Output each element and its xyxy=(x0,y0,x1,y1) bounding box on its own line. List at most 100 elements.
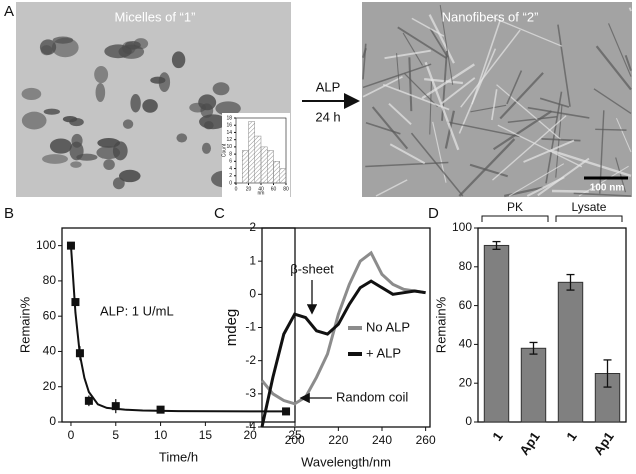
panel-label: A xyxy=(4,3,14,20)
fiber xyxy=(607,23,632,77)
arrow-label: 24 h xyxy=(315,109,340,124)
fiber xyxy=(362,63,432,89)
fiber xyxy=(491,89,498,121)
micelle xyxy=(69,141,84,161)
fiber xyxy=(397,26,448,60)
micelle xyxy=(104,44,132,59)
fiber xyxy=(497,124,583,168)
micelle xyxy=(42,154,68,164)
micelle xyxy=(62,116,78,123)
micelle xyxy=(198,94,217,111)
fiber xyxy=(595,128,627,131)
x-tick-label: 260 xyxy=(416,433,436,447)
data-point xyxy=(282,407,291,416)
scale-label: 100 nm xyxy=(590,183,625,194)
micelle xyxy=(150,76,166,84)
histogram-bar xyxy=(260,146,268,184)
bar xyxy=(520,347,547,423)
group-bracket xyxy=(481,215,549,222)
fiber xyxy=(539,97,570,108)
micelle xyxy=(94,66,109,84)
x-tick-label: Ap1 xyxy=(516,429,542,458)
x-tick-label: 220 xyxy=(328,433,348,447)
micelle xyxy=(176,133,188,143)
fiber xyxy=(441,77,476,105)
y-tick-label: 60 xyxy=(459,298,473,312)
y-tick-label: 2 xyxy=(249,220,256,234)
x-tick-label: 200 xyxy=(285,433,305,447)
fiber xyxy=(492,110,553,151)
y-tick-label: -3 xyxy=(245,386,256,400)
fiber xyxy=(470,104,507,113)
panel-a: A Micelles of “1” ALP 24 h Nanofibers of… xyxy=(4,2,632,198)
fiber xyxy=(492,115,567,181)
x-tick-label: 20 xyxy=(246,186,252,192)
x-tick-label: 60 xyxy=(271,186,277,192)
histogram-bar xyxy=(267,150,274,184)
y-axis-label: Remain% xyxy=(17,296,32,353)
nanofibers xyxy=(362,4,632,198)
fiber xyxy=(428,14,455,64)
fiber xyxy=(471,19,502,105)
y-tick-label: 8 xyxy=(229,151,232,157)
fiber xyxy=(362,47,367,58)
fiber xyxy=(541,137,581,142)
fiber xyxy=(458,138,516,197)
y-tick-label: 0 xyxy=(49,414,56,428)
annotation: ALP: 1 U/mL xyxy=(100,303,174,318)
y-tick-label: 0 xyxy=(249,287,256,301)
fiber xyxy=(365,121,401,135)
fiber xyxy=(382,83,450,111)
fiber xyxy=(551,189,589,193)
fiber xyxy=(421,63,475,100)
histogram-bar xyxy=(273,161,280,184)
micelle xyxy=(21,111,47,130)
y-axis-label: Remain% xyxy=(433,296,448,353)
panel-label: B xyxy=(4,205,14,222)
bar xyxy=(557,281,584,423)
micelle xyxy=(215,101,241,116)
x-tick-label: Ap1 xyxy=(590,429,616,458)
x-axis-label: Time/h xyxy=(159,449,198,464)
fiber xyxy=(555,105,563,178)
cd-line xyxy=(260,279,426,428)
y-tick-label: 20 xyxy=(43,379,57,393)
histogram-bar xyxy=(248,121,255,184)
fiber xyxy=(557,24,571,107)
micelle xyxy=(21,87,42,101)
x-tick-label: 1 xyxy=(563,429,579,444)
histogram-bar xyxy=(242,150,249,184)
histogram-bar xyxy=(279,168,287,184)
fiber xyxy=(550,149,632,177)
annotation: β-sheet xyxy=(290,261,334,276)
cd-line xyxy=(260,250,426,406)
y-tick-label: 10 xyxy=(226,144,232,150)
fiber xyxy=(628,7,632,12)
fiber xyxy=(408,57,413,112)
data-point xyxy=(84,396,93,405)
x-tick-label: 1 xyxy=(489,429,505,444)
fiber xyxy=(537,157,590,197)
fiber xyxy=(371,106,409,150)
data-point xyxy=(75,349,84,358)
fiber xyxy=(615,117,632,153)
micelle xyxy=(203,121,214,130)
fiber xyxy=(523,139,575,163)
x-tick-label: 0 xyxy=(235,186,238,192)
micelle xyxy=(103,159,115,170)
fiber xyxy=(429,27,449,58)
group-bracket xyxy=(555,215,623,222)
y-tick-label: 20 xyxy=(459,375,473,389)
micelle xyxy=(40,45,53,56)
x-tick-label: 5 xyxy=(112,428,119,442)
fiber xyxy=(375,179,408,197)
fiber xyxy=(545,91,563,184)
fiber xyxy=(595,45,632,91)
fiber xyxy=(506,70,523,105)
fiber xyxy=(458,48,497,134)
y-tick-label: -4 xyxy=(245,419,256,433)
fiber xyxy=(389,143,426,165)
y-tick-label: 100 xyxy=(36,238,56,252)
plot-frame xyxy=(61,227,296,423)
x-tick-label: 40 xyxy=(258,186,264,192)
